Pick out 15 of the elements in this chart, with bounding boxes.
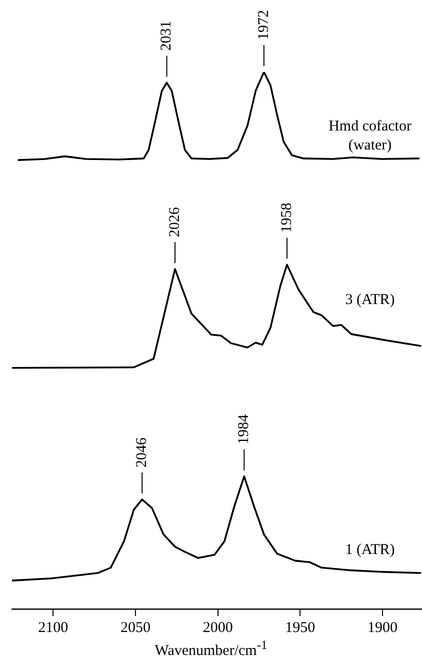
x-tick-label: 1900	[367, 620, 398, 636]
x-tick-label: 1950	[285, 620, 316, 636]
annotation: 1958	[278, 202, 295, 233]
annotation: 1984	[236, 414, 252, 444]
x-tick-label: 2100	[38, 620, 68, 636]
x-tick-label: 2050	[120, 620, 150, 636]
x-axis-title: Wavenumber/cm$^{-1}$	[154, 638, 268, 660]
annotation: 2031	[158, 20, 175, 51]
annotation: 2026	[166, 206, 183, 238]
x-tick-label: 2000	[202, 620, 233, 636]
annotation: 2046	[134, 436, 150, 468]
series-label: Hmd cofactor (water)	[328, 118, 412, 154]
series-label: 3 (ATR)	[345, 292, 395, 308]
annotation: 1972	[256, 10, 272, 40]
series-label: 1 (ATR)	[345, 542, 395, 558]
